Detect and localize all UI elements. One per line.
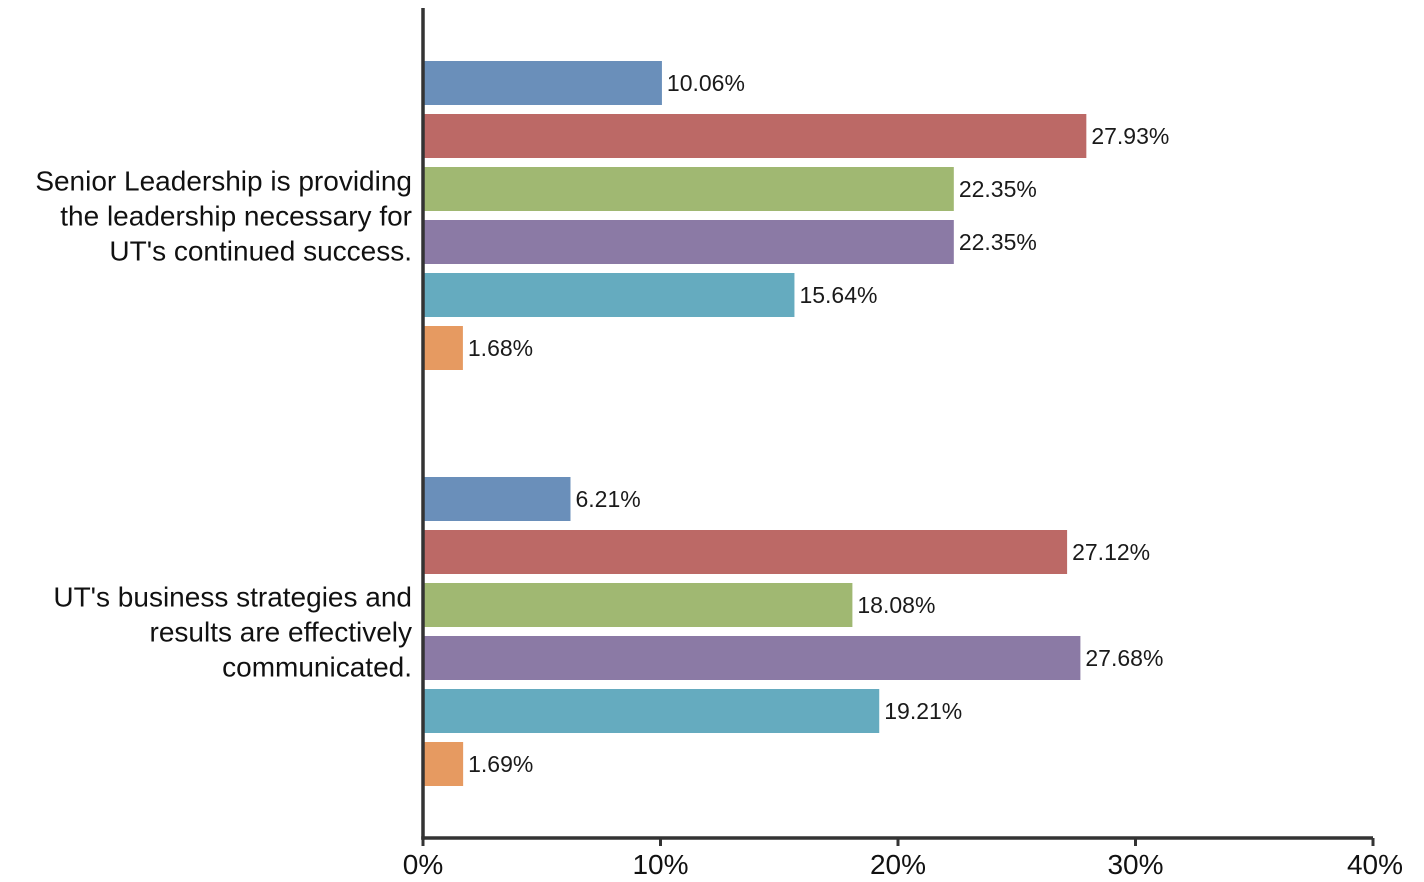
- bar-g2-s4: [424, 636, 1081, 680]
- data-labels-layer: 10.06% 27.93% 22.35% 22.35% 15.64% 1.68% 6.21%…: [468, 70, 1169, 777]
- category-labels-layer: Senior Leadership is providing the leader…: [35, 166, 412, 683]
- bar-g1-s5: [424, 273, 795, 317]
- x-axis-ticks-layer: 0% 10% 20% 30% 40%: [403, 838, 1403, 880]
- bar-g2-s5: [424, 689, 880, 733]
- x-tick-label-4: 30%: [1107, 849, 1163, 880]
- bar-g2-s3: [424, 583, 853, 627]
- data-label-g1-s6: 1.68%: [468, 335, 533, 361]
- x-tick-label-5: 40%: [1347, 849, 1403, 880]
- data-label-g2-s4: 27.68%: [1085, 645, 1163, 671]
- bar-g1-s4: [424, 220, 954, 264]
- data-label-g2-s1: 6.21%: [575, 486, 640, 512]
- data-label-g2-s5: 19.21%: [884, 698, 962, 724]
- x-tick-label-2: 10%: [632, 849, 688, 880]
- category-label-2-line-1: UT's business strategies and: [53, 582, 412, 613]
- data-label-g1-s1: 10.06%: [667, 70, 745, 96]
- x-tick-label-1: 0%: [403, 849, 443, 880]
- bar-g1-s1: [424, 61, 662, 105]
- data-label-g2-s3: 18.08%: [857, 592, 935, 618]
- category-label-2-line-2: results are effectively: [150, 617, 413, 648]
- data-label-g1-s2: 27.93%: [1091, 123, 1169, 149]
- category-label-1-line-1: Senior Leadership is providing: [35, 166, 412, 197]
- bar-g2-s2: [424, 530, 1068, 574]
- x-tick-label-3: 20%: [870, 849, 926, 880]
- data-label-g2-s6: 1.69%: [468, 751, 533, 777]
- bar-g1-s3: [424, 167, 954, 211]
- data-label-g2-s2: 27.12%: [1072, 539, 1150, 565]
- category-label-2-line-3: communicated.: [222, 652, 412, 683]
- bar-g1-s2: [424, 114, 1087, 158]
- category-label-1-line-2: the leadership necessary for: [60, 201, 412, 232]
- bars-layer: [424, 61, 1087, 786]
- category-label-1-line-3: UT's continued success.: [109, 236, 412, 267]
- data-label-g1-s4: 22.35%: [959, 229, 1037, 255]
- bar-g2-s1: [424, 477, 571, 521]
- data-label-g1-s3: 22.35%: [959, 176, 1037, 202]
- bar-g2-s6: [424, 742, 464, 786]
- bar-g1-s6: [424, 326, 463, 370]
- data-label-g1-s5: 15.64%: [799, 282, 877, 308]
